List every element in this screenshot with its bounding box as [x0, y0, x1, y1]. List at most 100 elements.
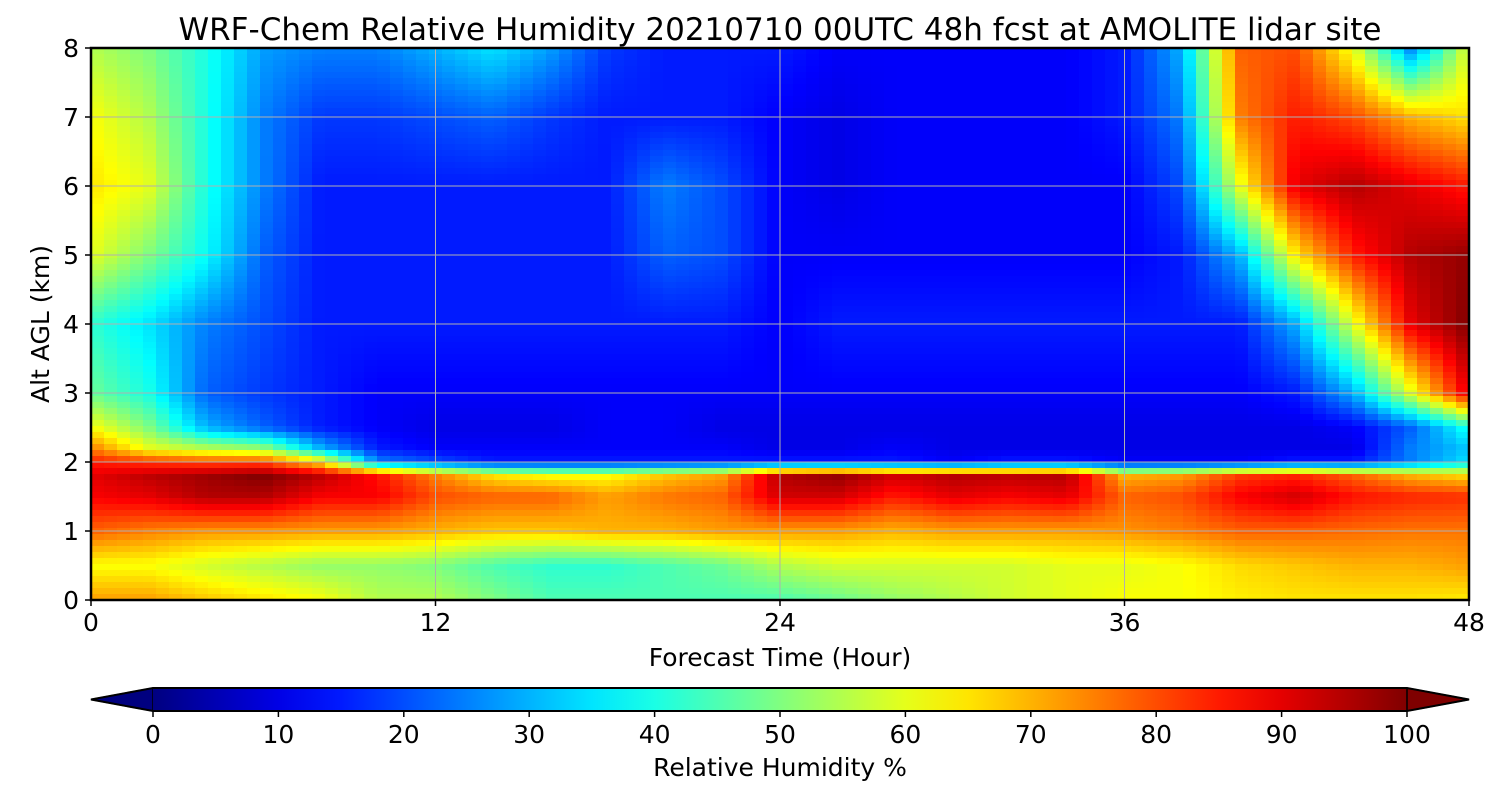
heatmap-cell	[312, 132, 326, 139]
heatmap-cell	[1157, 198, 1171, 205]
heatmap-cell	[1209, 294, 1223, 301]
heatmap-cell	[1040, 54, 1054, 61]
heatmap-cell	[585, 300, 599, 307]
heatmap-cell	[1027, 204, 1041, 211]
heatmap-cell	[585, 228, 599, 235]
heatmap-cell	[312, 102, 326, 109]
heatmap-cell	[351, 78, 365, 85]
heatmap-cell	[1443, 204, 1457, 211]
heatmap-cell	[195, 78, 209, 85]
heatmap-cell	[559, 324, 573, 331]
heatmap-cell	[1274, 78, 1288, 85]
heatmap-cell	[1417, 120, 1431, 127]
heatmap-cell	[1027, 168, 1041, 175]
heatmap-cell	[1196, 234, 1210, 241]
heatmap-cell	[1027, 198, 1041, 205]
heatmap-cell	[1235, 240, 1249, 247]
heatmap-cell	[234, 318, 248, 325]
heatmap-cell	[1352, 276, 1366, 283]
heatmap-cell	[624, 300, 638, 307]
heatmap-cell	[676, 318, 690, 325]
heatmap-cell	[1066, 54, 1080, 61]
heatmap-cell	[1287, 72, 1301, 79]
heatmap-cell	[1287, 240, 1301, 247]
heatmap-cell	[559, 294, 573, 301]
heatmap-cell	[390, 324, 404, 331]
heatmap-cell	[91, 108, 105, 115]
heatmap-cell	[208, 318, 222, 325]
heatmap-cell	[481, 258, 495, 265]
heatmap-cell	[312, 288, 326, 295]
heatmap-cell	[1040, 120, 1054, 127]
heatmap-cell	[260, 48, 274, 55]
heatmap-cell	[689, 234, 703, 241]
heatmap-cell	[624, 210, 638, 217]
heatmap-cell	[1066, 312, 1080, 319]
heatmap-cell	[455, 288, 469, 295]
heatmap-cell	[338, 72, 352, 79]
heatmap-cell	[1183, 324, 1197, 331]
heatmap-cell	[1222, 282, 1236, 289]
heatmap-cell	[1339, 78, 1353, 85]
heatmap-cell	[169, 282, 183, 289]
heatmap-cell	[377, 84, 391, 91]
heatmap-cell	[260, 162, 274, 169]
heatmap-cell	[299, 96, 313, 103]
heatmap-cell	[572, 84, 586, 91]
heatmap-cell	[1105, 96, 1119, 103]
heatmap-cell	[598, 126, 612, 133]
heatmap-cell	[845, 288, 859, 295]
heatmap-cell	[143, 282, 157, 289]
heatmap-cell	[286, 240, 300, 247]
heatmap-cell	[260, 294, 274, 301]
heatmap-cell	[494, 288, 508, 295]
heatmap-cell	[1456, 90, 1469, 97]
heatmap-cell	[1066, 318, 1080, 325]
heatmap-cell	[780, 48, 794, 55]
heatmap-cell	[1365, 72, 1379, 79]
heatmap-cell	[390, 210, 404, 217]
heatmap-cell	[1235, 270, 1249, 277]
heatmap-cell	[1443, 198, 1457, 205]
heatmap-cell	[1326, 198, 1340, 205]
heatmap-cell	[247, 276, 261, 283]
heatmap-cell	[1430, 150, 1444, 157]
heatmap-cell	[1235, 72, 1249, 79]
heatmap-cell	[754, 264, 768, 271]
heatmap-cell	[871, 264, 885, 271]
heatmap-cell	[1092, 228, 1106, 235]
heatmap-cell	[533, 102, 547, 109]
heatmap-cell	[247, 306, 261, 313]
heatmap-cell	[1248, 66, 1262, 73]
heatmap-cell	[1144, 264, 1158, 271]
heatmap-cell	[715, 276, 729, 283]
heatmap-cell	[247, 96, 261, 103]
heatmap-cell	[117, 84, 131, 91]
heatmap-cell	[377, 228, 391, 235]
heatmap-cell	[1183, 282, 1197, 289]
heatmap-cell	[455, 150, 469, 157]
heatmap-cell	[728, 162, 742, 169]
heatmap-cell	[1066, 264, 1080, 271]
heatmap-cell	[1092, 300, 1106, 307]
heatmap-cell	[130, 210, 144, 217]
heatmap-cell	[585, 150, 599, 157]
heatmap-cell	[481, 192, 495, 199]
heatmap-cell	[273, 180, 287, 187]
heatmap-cell	[611, 288, 625, 295]
heatmap-cell	[1300, 156, 1314, 163]
heatmap-cell	[585, 120, 599, 127]
heatmap-cell	[312, 270, 326, 277]
heatmap-cell	[130, 264, 144, 271]
heatmap-cell	[221, 324, 235, 331]
heatmap-cell	[936, 294, 950, 301]
heatmap-cell	[806, 138, 820, 145]
heatmap-cell	[806, 258, 820, 265]
heatmap-cell	[871, 132, 885, 139]
heatmap-cell	[1131, 150, 1145, 157]
heatmap-cell	[1014, 324, 1028, 331]
heatmap-cell	[884, 138, 898, 145]
heatmap-cell	[845, 264, 859, 271]
heatmap-cell	[234, 222, 248, 229]
heatmap-cell	[1014, 258, 1028, 265]
